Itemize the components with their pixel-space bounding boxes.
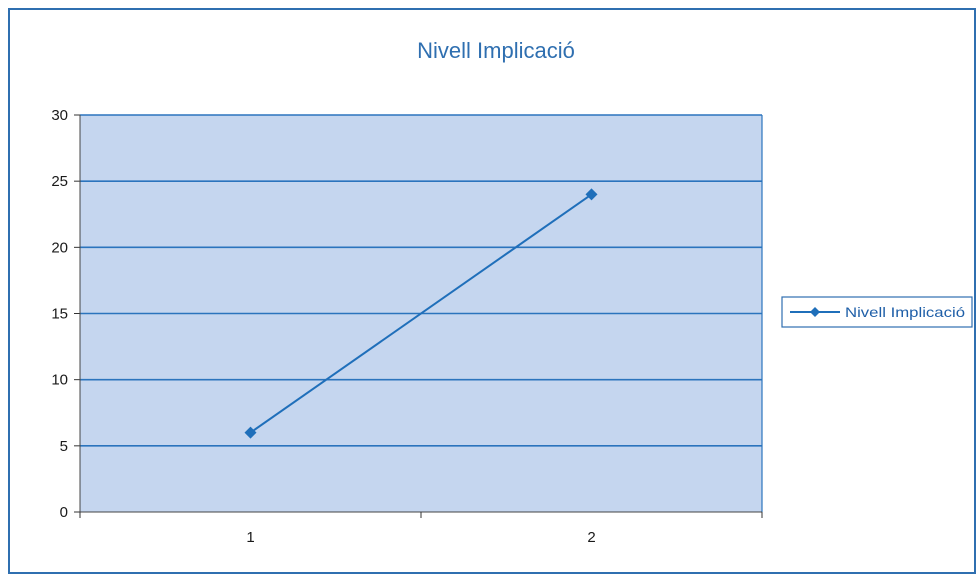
y-tick-label-30: 30 <box>51 107 68 124</box>
y-tick-label-0: 0 <box>60 504 68 521</box>
legend: Nivell Implicació <box>781 296 973 328</box>
axes: 0 5 10 15 20 25 30 1 2 <box>51 107 763 546</box>
series-line-0 <box>249 193 593 434</box>
y-tick-label-5: 5 <box>60 438 68 455</box>
chart-title: Nivell Implicació <box>417 38 575 63</box>
y-tick-label-25: 25 <box>51 173 68 190</box>
data-point-2 <box>585 188 598 201</box>
data-point-1 <box>244 426 257 439</box>
legend-label: Nivell Implicació <box>845 304 965 320</box>
y-tick-label-10: 10 <box>51 372 68 389</box>
series-layer <box>244 188 598 439</box>
y-tick-label-15: 15 <box>51 306 68 323</box>
legend-marker <box>810 307 820 317</box>
y-tick-label-20: 20 <box>51 239 68 256</box>
x-tick-label-1: 1 <box>246 529 254 546</box>
x-tick-label-2: 2 <box>587 529 595 546</box>
